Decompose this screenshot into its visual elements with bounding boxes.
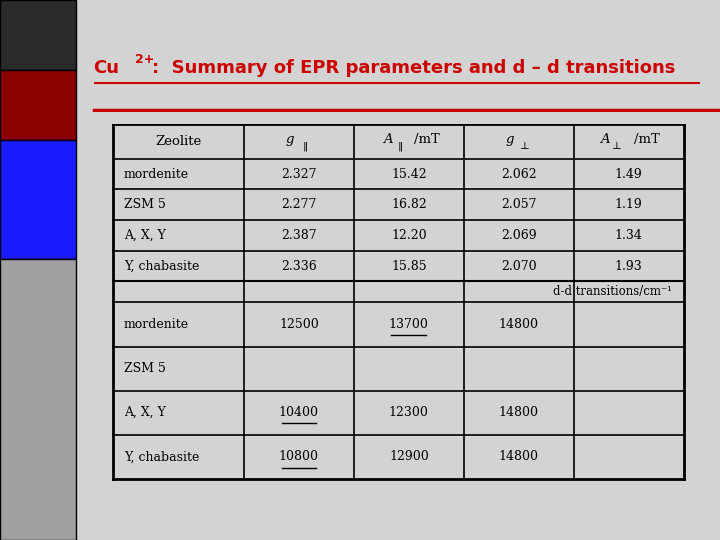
Text: A, X, Y: A, X, Y: [124, 406, 166, 419]
Text: 2.387: 2.387: [281, 229, 317, 242]
Text: ZSM 5: ZSM 5: [124, 362, 166, 375]
Text: 12900: 12900: [389, 450, 428, 463]
Text: A: A: [383, 133, 393, 146]
Text: g: g: [505, 133, 514, 146]
Text: 1.34: 1.34: [615, 229, 642, 242]
Text: Y, chabasite: Y, chabasite: [124, 450, 199, 463]
Text: 1.19: 1.19: [615, 198, 642, 211]
Text: A, X, Y: A, X, Y: [124, 229, 166, 242]
Text: 2.062: 2.062: [501, 167, 536, 180]
Text: 13700: 13700: [389, 318, 429, 331]
Text: /mT: /mT: [414, 133, 439, 146]
Text: d-d transitions/cm⁻¹: d-d transitions/cm⁻¹: [553, 286, 672, 299]
Text: 12.20: 12.20: [391, 229, 427, 242]
Text: 2.070: 2.070: [501, 260, 536, 273]
Text: ZSM 5: ZSM 5: [124, 198, 166, 211]
Text: ‖: ‖: [397, 141, 402, 151]
Text: 10400: 10400: [279, 406, 319, 419]
Text: ⊥: ⊥: [612, 141, 621, 151]
Text: g: g: [286, 133, 294, 146]
Text: 12300: 12300: [389, 406, 429, 419]
Text: 16.82: 16.82: [391, 198, 427, 211]
Text: /mT: /mT: [634, 133, 660, 146]
Text: 2.327: 2.327: [282, 167, 317, 180]
Text: 1.49: 1.49: [615, 167, 642, 180]
Text: 15.85: 15.85: [391, 260, 427, 273]
Text: 2.057: 2.057: [501, 198, 536, 211]
Text: 2.277: 2.277: [282, 198, 317, 211]
Text: 12500: 12500: [279, 318, 319, 331]
Text: Cu: Cu: [94, 59, 120, 77]
Text: Zeolite: Zeolite: [156, 135, 202, 148]
Text: 2.336: 2.336: [281, 260, 317, 273]
Text: 14800: 14800: [499, 450, 539, 463]
Text: mordenite: mordenite: [124, 167, 189, 180]
Text: 10800: 10800: [279, 450, 319, 463]
Text: :  Summary of EPR parameters and d – d transitions: : Summary of EPR parameters and d – d tr…: [152, 59, 675, 77]
Text: mordenite: mordenite: [124, 318, 189, 331]
Text: Y, chabasite: Y, chabasite: [124, 260, 199, 273]
Text: 1.93: 1.93: [615, 260, 642, 273]
Text: 14800: 14800: [499, 318, 539, 331]
Text: 15.42: 15.42: [391, 167, 427, 180]
Text: ‖: ‖: [302, 141, 307, 151]
Text: 2.069: 2.069: [501, 229, 536, 242]
Text: ⊥: ⊥: [520, 141, 529, 151]
Text: 2+: 2+: [135, 53, 155, 66]
Text: 14800: 14800: [499, 406, 539, 419]
Text: A: A: [600, 133, 610, 146]
